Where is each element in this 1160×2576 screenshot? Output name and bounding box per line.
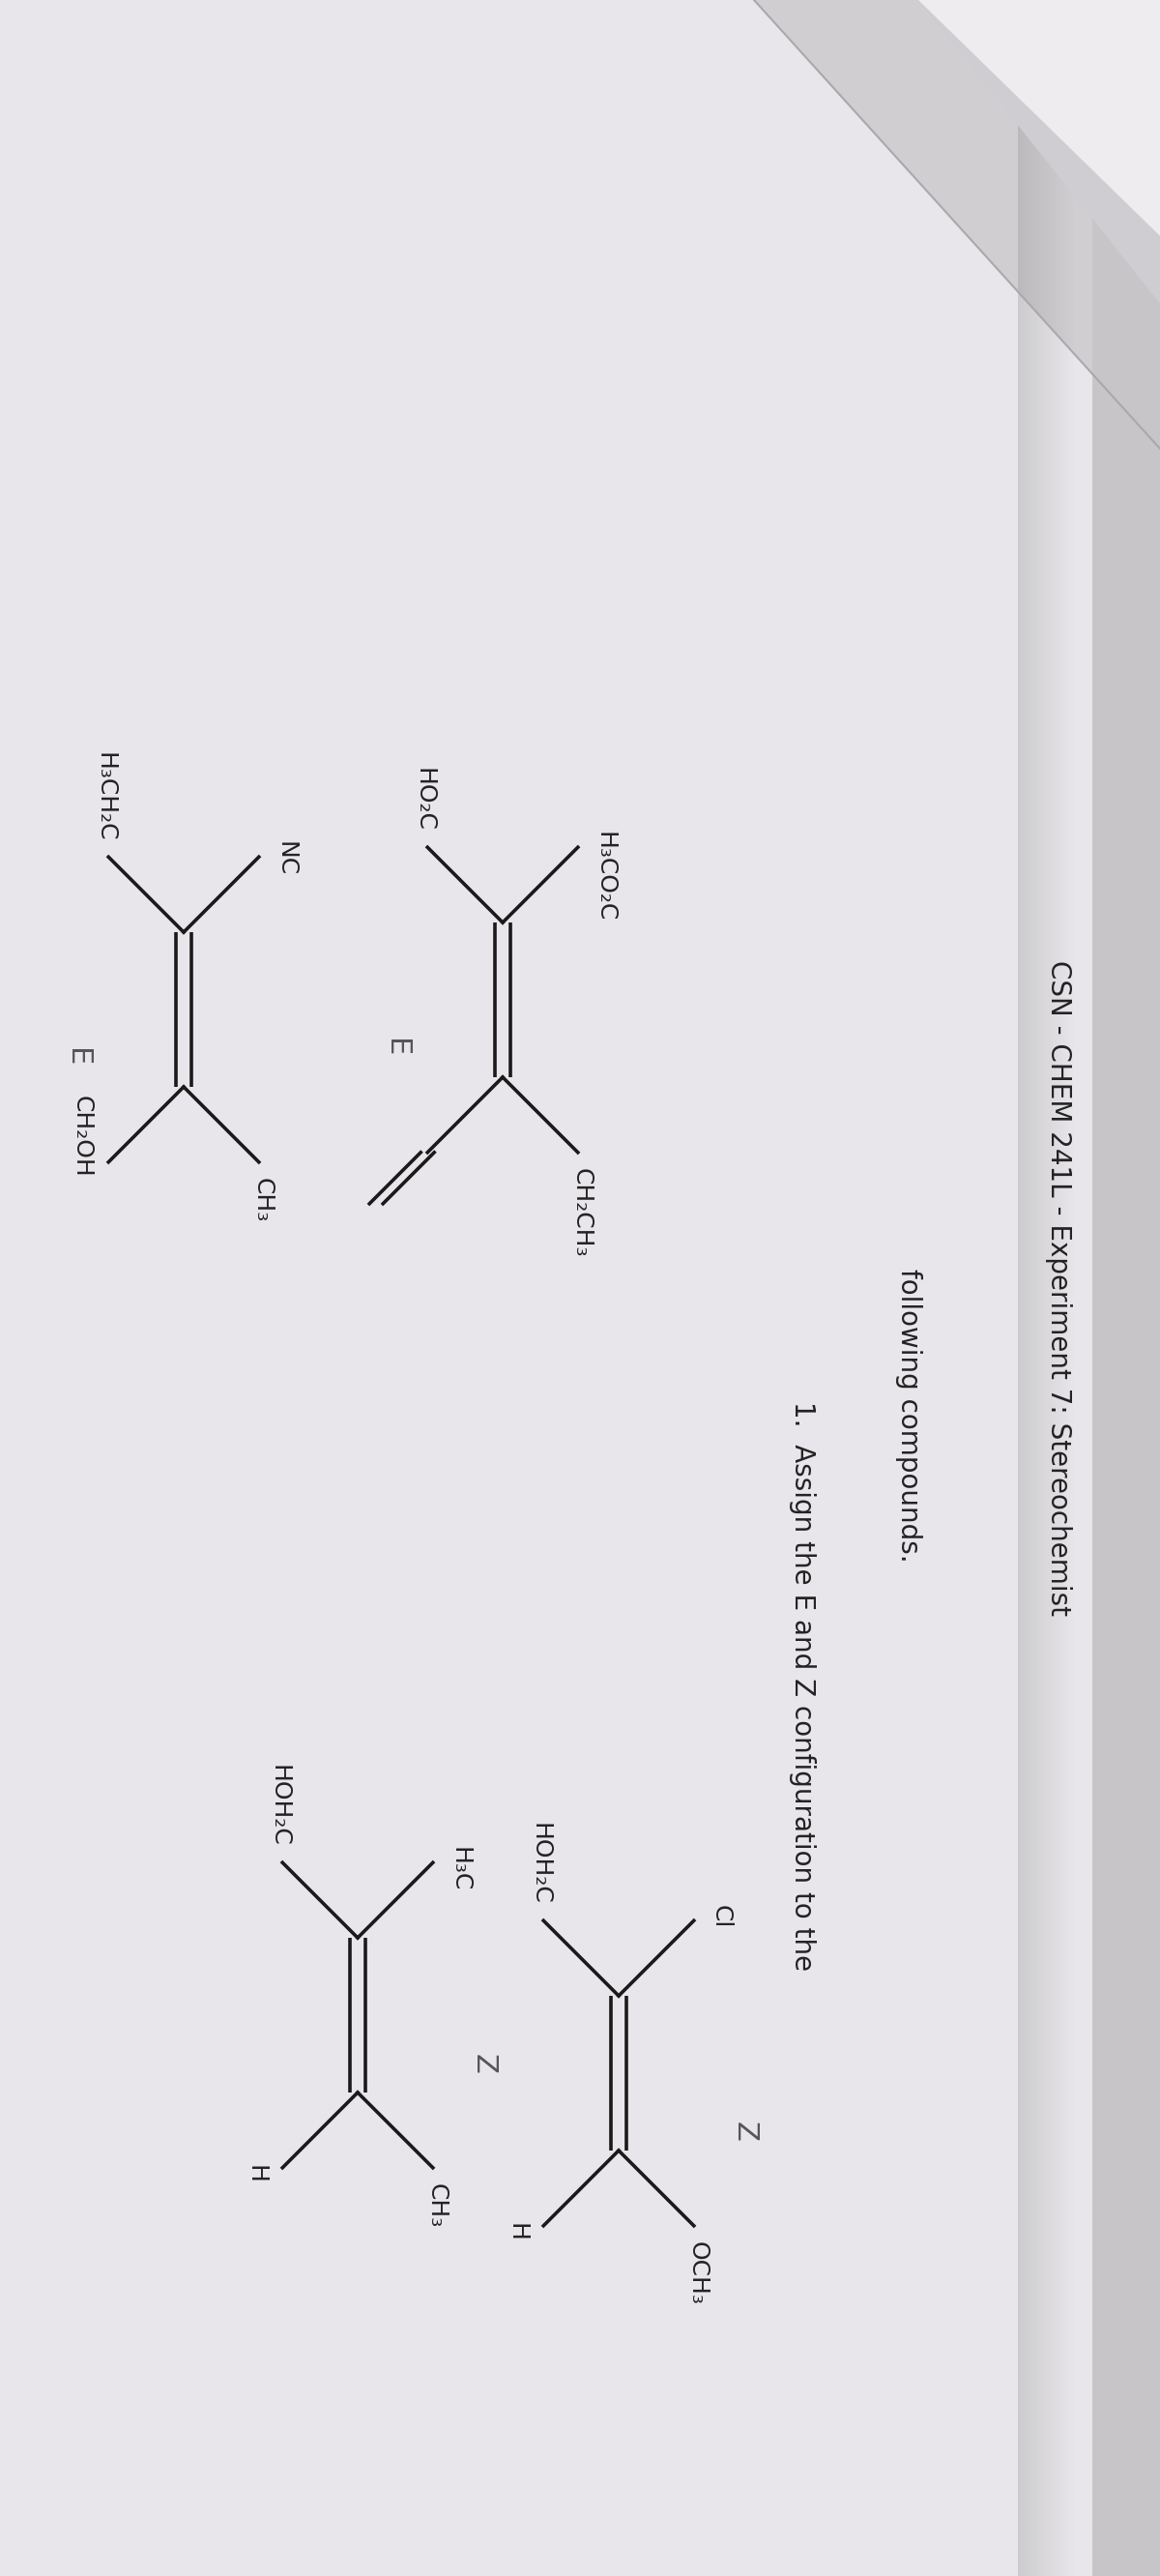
- Bar: [1027, 0, 1030, 2576]
- Text: E: E: [383, 1038, 411, 1059]
- Bar: [1038, 0, 1042, 2576]
- Bar: [1021, 0, 1024, 2576]
- Text: CH₂CH₃: CH₂CH₃: [570, 1167, 593, 1257]
- Text: H: H: [505, 2223, 528, 2241]
- Bar: [1018, 0, 1021, 2576]
- Text: H₃CH₂C: H₃CH₂C: [93, 752, 116, 842]
- Bar: [1053, 0, 1056, 2576]
- Bar: [1042, 0, 1044, 2576]
- Bar: [1073, 0, 1076, 2576]
- Polygon shape: [754, 0, 1160, 448]
- Text: following compounds.: following compounds.: [896, 1270, 922, 1564]
- Text: CH₂OH: CH₂OH: [70, 1095, 93, 1177]
- Text: HO₂C: HO₂C: [412, 768, 435, 832]
- Text: Cl: Cl: [709, 1906, 732, 1929]
- Text: 1.  Assign the E and Z configuration to the: 1. Assign the E and Z configuration to t…: [789, 1401, 815, 1971]
- Bar: [1047, 0, 1050, 2576]
- Text: H₃CO₂C: H₃CO₂C: [593, 832, 616, 922]
- Text: CH₃: CH₃: [251, 1177, 274, 1221]
- Text: CSN - CHEM 241L - Experiment 7: Stereochemist: CSN - CHEM 241L - Experiment 7: Stereoch…: [1045, 961, 1072, 1615]
- Bar: [1067, 0, 1071, 2576]
- Bar: [1050, 0, 1053, 2576]
- Bar: [1056, 0, 1059, 2576]
- Text: OCH₃: OCH₃: [686, 2241, 709, 2306]
- Bar: [1044, 0, 1047, 2576]
- Polygon shape: [919, 0, 1160, 237]
- Bar: [1030, 0, 1032, 2576]
- Text: CH₃: CH₃: [425, 2184, 448, 2228]
- Bar: [1059, 0, 1061, 2576]
- Text: HOH₂C: HOH₂C: [267, 1765, 290, 1847]
- Text: NC: NC: [274, 842, 297, 876]
- Bar: [1032, 0, 1036, 2576]
- Bar: [1061, 0, 1065, 2576]
- Text: E: E: [64, 1048, 92, 1066]
- Bar: [1024, 0, 1027, 2576]
- Text: H₃C: H₃C: [448, 1847, 471, 1891]
- Bar: [1036, 0, 1038, 2576]
- Text: Z: Z: [470, 2053, 498, 2074]
- Text: Z: Z: [731, 2120, 759, 2141]
- Bar: [1065, 0, 1067, 2576]
- Text: H: H: [244, 2164, 267, 2184]
- Polygon shape: [919, 0, 1160, 304]
- Bar: [1093, 0, 1160, 2576]
- Bar: [1071, 0, 1073, 2576]
- Text: HOH₂C: HOH₂C: [528, 1824, 551, 1906]
